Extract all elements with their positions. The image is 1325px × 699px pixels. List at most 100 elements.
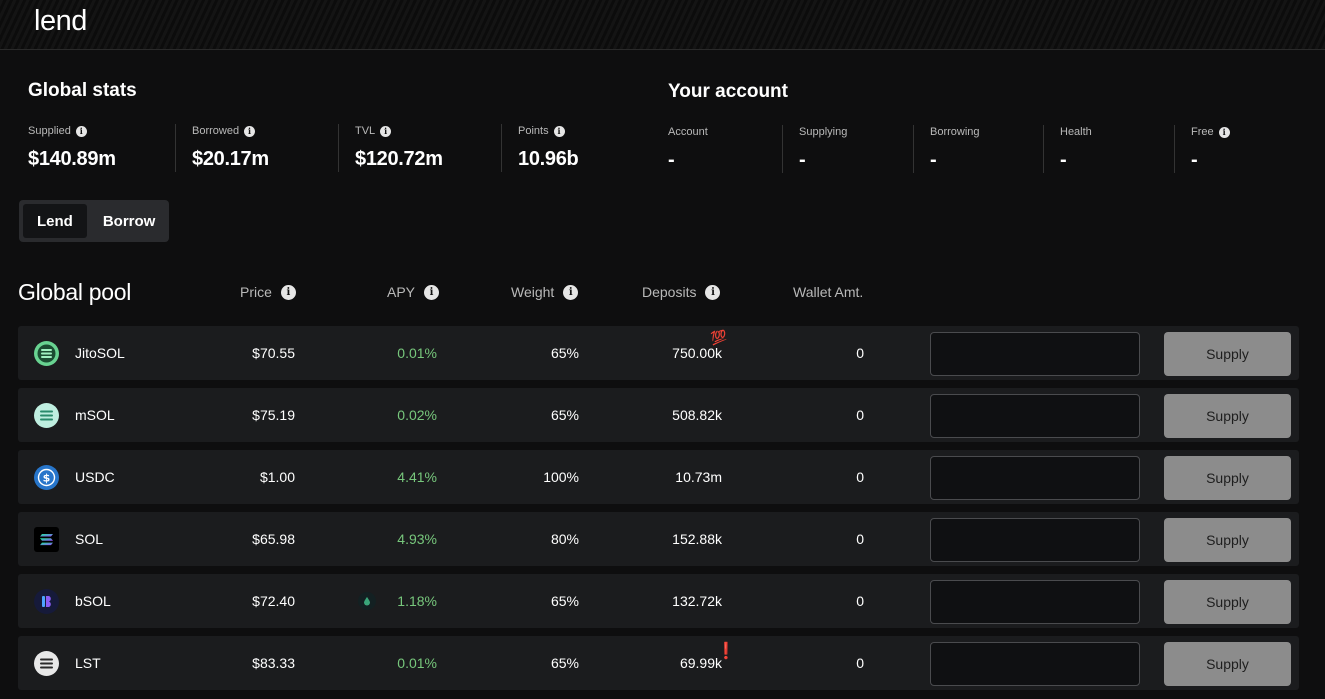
apy-cell: 1.18% bbox=[397, 593, 437, 609]
stat-tvl: TVL i $120.72m bbox=[338, 124, 443, 172]
stat-value: 10.96b bbox=[518, 148, 579, 170]
stat-label: Health bbox=[1060, 126, 1092, 138]
borrow-tab[interactable]: Borrow bbox=[102, 212, 156, 230]
app-logo[interactable]: lend bbox=[34, 5, 87, 37]
amount-input[interactable] bbox=[930, 394, 1140, 438]
amount-input[interactable] bbox=[930, 332, 1140, 376]
stat-value: - bbox=[799, 149, 806, 171]
weight-cell: 100% bbox=[543, 469, 579, 485]
deposits-cell: 152.88k bbox=[672, 531, 722, 547]
top-bar: lend bbox=[0, 0, 1325, 50]
stat-supplied: Supplied i $140.89m bbox=[28, 124, 116, 172]
weight-cell: 80% bbox=[550, 531, 579, 547]
table-row: SOL $65.98 4.93% 80% 152.88k 0 Supply bbox=[18, 512, 1299, 566]
apy-cell: 0.02% bbox=[397, 407, 437, 423]
info-icon[interactable]: i bbox=[705, 284, 721, 300]
price-cell: $83.33 bbox=[252, 655, 295, 671]
msol-icon bbox=[34, 403, 59, 428]
amount-input[interactable] bbox=[930, 580, 1140, 624]
price-cell: $72.40 bbox=[252, 593, 295, 609]
supply-button[interactable]: Supply bbox=[1164, 518, 1291, 562]
account-account: Account - bbox=[668, 125, 708, 173]
account-health: Health - bbox=[1043, 125, 1092, 173]
table-row: $ USDC $1.00 4.41% 100% 10.73m 0 Supply bbox=[18, 450, 1299, 504]
amount-input[interactable] bbox=[930, 642, 1140, 686]
wallet-cell: 0 bbox=[856, 469, 864, 485]
token-name: bSOL bbox=[75, 593, 111, 609]
column-header-weight: Weight i bbox=[511, 284, 579, 300]
apy-cell: 4.41% bbox=[397, 469, 437, 485]
info-icon[interactable]: i bbox=[1218, 126, 1230, 138]
deposits-cell: 508.82k bbox=[672, 407, 722, 423]
deposits-cell: 132.72k bbox=[672, 593, 722, 609]
weight-cell: 65% bbox=[550, 655, 579, 671]
token-name: LST bbox=[75, 655, 101, 671]
weight-cell: 65% bbox=[550, 407, 579, 423]
wallet-cell: 0 bbox=[856, 345, 864, 361]
column-label: APY bbox=[387, 284, 416, 300]
apy-cell: 4.93% bbox=[397, 531, 437, 547]
stat-value: $120.72m bbox=[355, 148, 443, 170]
exclamation-badge-icon: ❗ bbox=[716, 643, 736, 660]
info-icon[interactable]: i bbox=[380, 125, 392, 137]
weight-cell: 65% bbox=[550, 345, 579, 361]
price-cell: $70.55 bbox=[252, 345, 295, 361]
supply-button[interactable]: Supply bbox=[1164, 642, 1291, 686]
jitosol-icon bbox=[34, 341, 59, 366]
water-drop-icon bbox=[358, 592, 376, 610]
stat-label: Borrowing bbox=[930, 126, 980, 138]
hundred-badge-icon: 💯 bbox=[709, 328, 729, 347]
your-account-title: Your account bbox=[668, 81, 788, 102]
stat-label: Free bbox=[1191, 126, 1214, 138]
token-name: SOL bbox=[75, 531, 104, 547]
column-label: Deposits bbox=[642, 284, 697, 300]
info-icon[interactable]: i bbox=[553, 125, 565, 137]
wallet-cell: 0 bbox=[856, 655, 864, 671]
price-cell: $65.98 bbox=[252, 531, 295, 547]
column-header-price: Price i bbox=[240, 284, 296, 300]
stat-value: - bbox=[1060, 149, 1067, 171]
info-icon[interactable]: i bbox=[424, 284, 440, 300]
token-name: USDC bbox=[75, 469, 115, 485]
lend-borrow-toggle: Lend Borrow bbox=[19, 200, 169, 242]
stat-value: - bbox=[930, 149, 937, 171]
stat-label: Supplied bbox=[28, 125, 71, 137]
stat-label: Account bbox=[668, 126, 708, 138]
lend-tab[interactable]: Lend bbox=[23, 204, 87, 238]
account-free: Free i - bbox=[1174, 125, 1230, 173]
account-borrowing: Borrowing - bbox=[913, 125, 980, 173]
stat-borrowed: Borrowed i $20.17m bbox=[175, 124, 269, 172]
info-icon[interactable]: i bbox=[244, 125, 256, 137]
weight-cell: 65% bbox=[550, 593, 579, 609]
supply-button[interactable]: Supply bbox=[1164, 394, 1291, 438]
info-icon[interactable]: i bbox=[280, 284, 296, 300]
info-icon[interactable]: i bbox=[75, 125, 87, 137]
amount-input[interactable] bbox=[930, 518, 1140, 562]
wallet-cell: 0 bbox=[856, 531, 864, 547]
token-name: mSOL bbox=[75, 407, 115, 423]
supply-button[interactable]: Supply bbox=[1164, 580, 1291, 624]
wallet-cell: 0 bbox=[856, 407, 864, 423]
stat-value: - bbox=[668, 149, 675, 171]
deposits-cell: 69.99k bbox=[679, 655, 722, 671]
deposits-cell: 10.73m bbox=[675, 469, 722, 485]
stat-label: Points bbox=[518, 125, 549, 137]
price-cell: $75.19 bbox=[252, 407, 295, 423]
account-supplying: Supplying - bbox=[782, 125, 847, 173]
table-row: bSOL $72.40 1.18% 65% 132.72k 0 Supply bbox=[18, 574, 1299, 628]
column-label: Price bbox=[240, 284, 272, 300]
stat-points: Points i 10.96b bbox=[501, 124, 579, 172]
supply-button[interactable]: Supply bbox=[1164, 456, 1291, 500]
price-cell: $1.00 bbox=[259, 469, 295, 485]
column-header-wallet: Wallet Amt. bbox=[793, 284, 863, 300]
table-row: mSOL $75.19 0.02% 65% 508.82k 0 Supply bbox=[18, 388, 1299, 442]
stat-label: Supplying bbox=[799, 126, 848, 138]
supply-button[interactable]: Supply bbox=[1164, 332, 1291, 376]
column-header-apy: APY i bbox=[387, 284, 440, 300]
svg-text:$: $ bbox=[43, 472, 51, 485]
table-row: JitoSOL $70.55 0.01% 65% 750.00k 💯 0 Sup… bbox=[18, 326, 1299, 380]
info-icon[interactable]: i bbox=[563, 284, 579, 300]
amount-input[interactable] bbox=[930, 456, 1140, 500]
apy-cell: 0.01% bbox=[397, 345, 437, 361]
deposits-cell: 750.00k bbox=[672, 345, 722, 361]
